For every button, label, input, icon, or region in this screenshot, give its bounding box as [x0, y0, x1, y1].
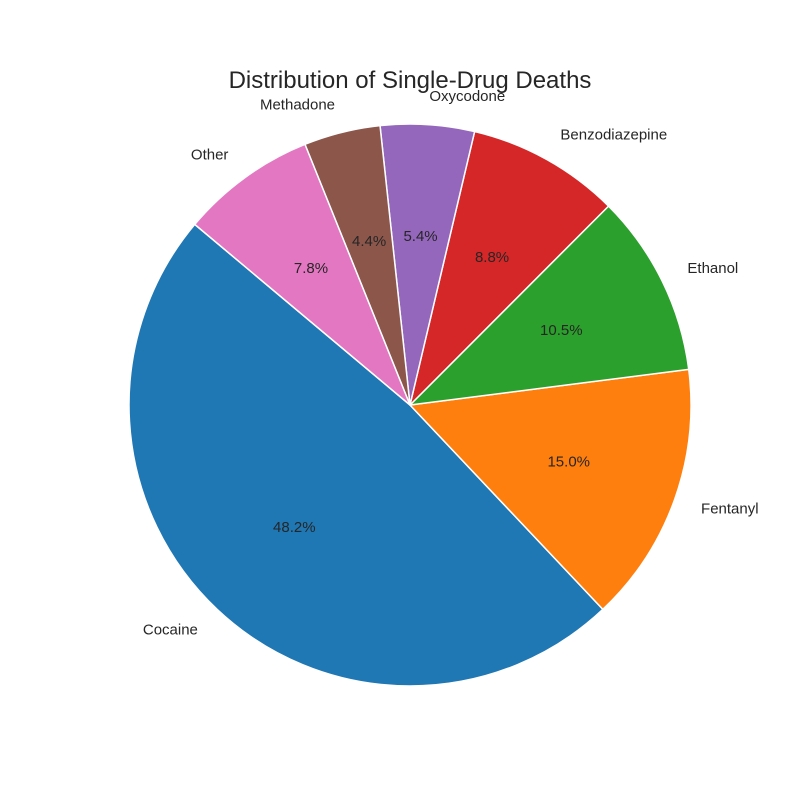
slice-label-ethanol: Ethanol — [687, 260, 738, 277]
pct-label-other: 7.8% — [294, 260, 328, 277]
pct-label-oxycodone: 5.4% — [403, 228, 437, 245]
pie-slice-fentanyl — [409, 368, 692, 611]
pct-label-fentanyl: 15.0% — [547, 453, 590, 470]
slice-label-benzodiazepine: Benzodiazepine — [560, 126, 667, 143]
pct-label-ethanol: 10.5% — [540, 322, 583, 339]
pct-label-benzodiazepine: 8.8% — [475, 249, 509, 266]
pie-slice-cocaine — [128, 223, 604, 687]
chart-title: Distribution of Single-Drug Deaths — [229, 67, 592, 94]
pie-labels: 48.2% Cocaine 15.0% Fentanyl 10.5% Ethanol 8.8… — [143, 88, 759, 638]
pie-slice-other — [193, 143, 411, 406]
slice-label-other: Other — [191, 146, 229, 163]
pie-slice-ethanol — [409, 205, 690, 406]
slice-label-oxycodone: Oxycodone — [429, 88, 505, 105]
slice-label-fentanyl: Fentanyl — [701, 501, 759, 518]
pie-slices — [128, 123, 692, 687]
pct-label-cocaine: 48.2% — [273, 519, 316, 536]
pie-slice-benzodiazepine — [409, 130, 610, 406]
pct-label-methadone: 4.4% — [352, 233, 386, 250]
slice-label-cocaine: Cocaine — [143, 621, 198, 638]
slice-label-methadone: Methadone — [260, 97, 335, 114]
